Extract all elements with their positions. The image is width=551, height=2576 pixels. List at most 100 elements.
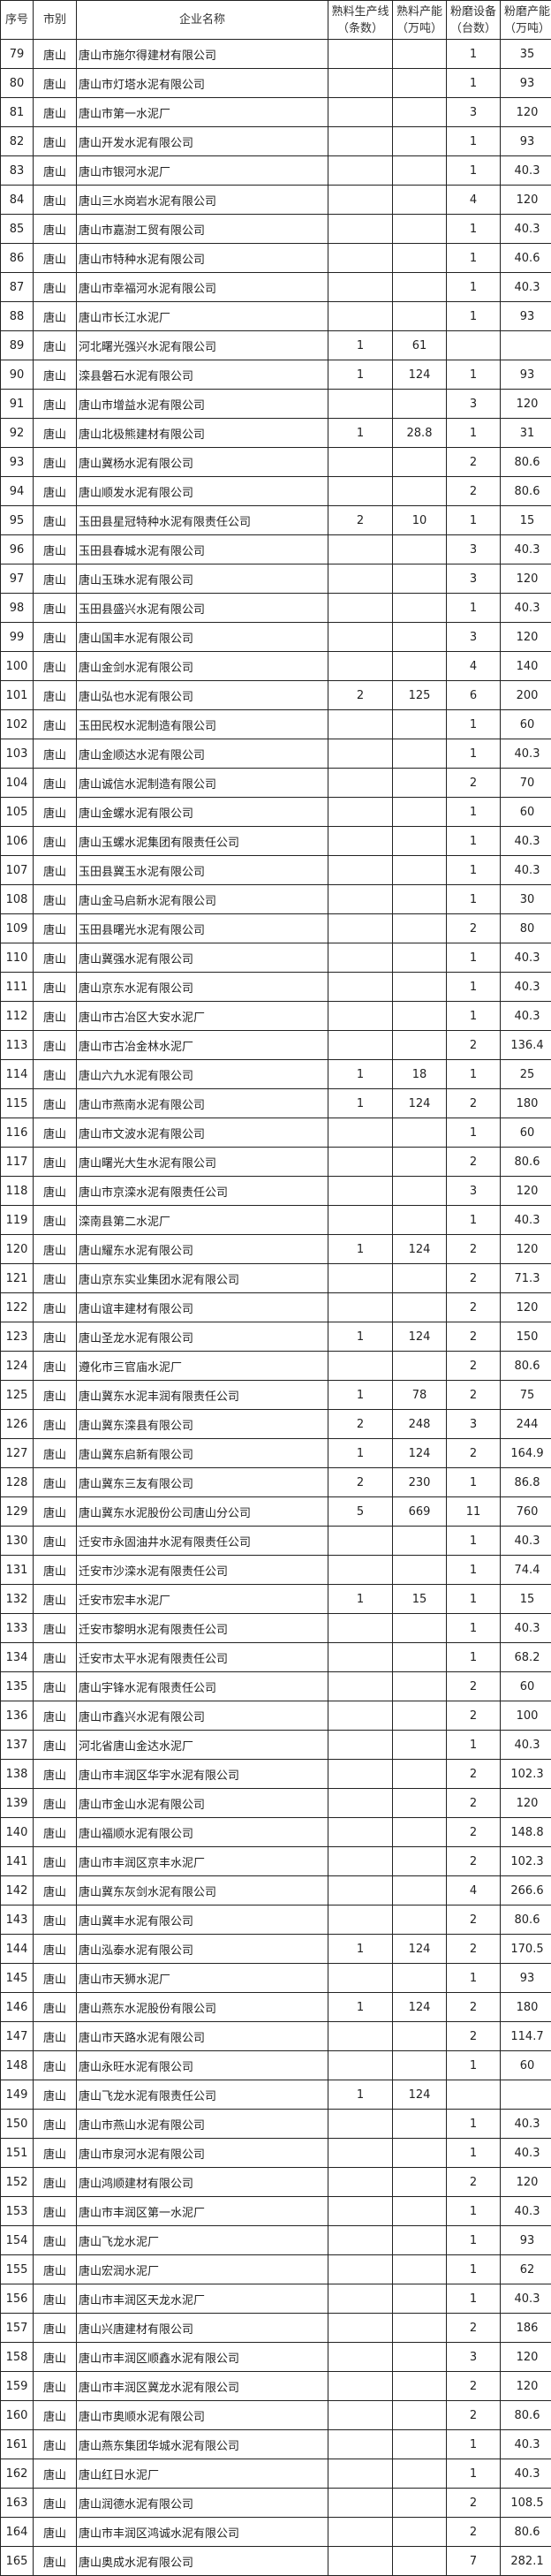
cell-mill-units: 2 [446, 2517, 501, 2547]
cell-mill-capacity: 40.3 [500, 534, 551, 564]
cell-mill-capacity: 170.5 [500, 1934, 551, 1964]
cell-mill-units: 1 [446, 243, 501, 273]
cell-city: 唐山 [33, 913, 77, 943]
cell-clinker-lines: 2 [328, 505, 393, 535]
cell-company: 唐山市灯塔水泥有限公司 [76, 68, 328, 98]
cell-mill-units: 1 [446, 2225, 501, 2255]
cell-mill-units: 1 [446, 1205, 501, 1235]
table-row: 147 唐山 唐山市天路水泥有限公司 2 114.7 [0, 2021, 551, 2051]
cell-clinker-capacity: 15 [392, 1584, 447, 1614]
cell-company: 唐山市银河水泥厂 [76, 155, 328, 186]
cell-clinker-capacity [392, 2342, 447, 2372]
cell-city: 唐山 [33, 2021, 77, 2051]
cell-clinker-lines [328, 1642, 393, 1672]
cell-city: 唐山 [33, 447, 77, 477]
cell-city: 唐山 [33, 1438, 77, 1468]
header-clinker-capacity-unit: （万吨） [396, 21, 442, 35]
cell-mill-units: 3 [446, 1176, 501, 1206]
cell-company: 唐山冀杨水泥有限公司 [76, 447, 328, 477]
cell-mill-capacity: 100 [500, 1701, 551, 1731]
cell-clinker-lines [328, 1205, 393, 1235]
cell-clinker-capacity [392, 593, 447, 623]
cell-city: 唐山 [33, 2429, 77, 2459]
cell-clinker-lines [328, 39, 393, 69]
cell-company: 唐山国丰水泥有限公司 [76, 622, 328, 652]
cell-mill-units: 1 [446, 2284, 501, 2314]
header-clinker-capacity-title: 熟料产能 [396, 4, 442, 19]
cell-city: 唐山 [33, 2225, 77, 2255]
cell-mill-units: 1 [446, 709, 501, 739]
table-row: 103 唐山 唐山金顺达水泥有限公司 1 40.3 [0, 739, 551, 769]
cell-no: 118 [0, 1176, 34, 1206]
cell-company: 唐山耀东水泥有限公司 [76, 1234, 328, 1264]
cell-clinker-capacity [392, 1118, 447, 1148]
cell-city: 唐山 [33, 1759, 77, 1789]
cell-clinker-lines [328, 2196, 393, 2226]
cell-city: 唐山 [33, 2284, 77, 2314]
cell-no: 159 [0, 2371, 34, 2401]
cell-city: 唐山 [33, 2109, 77, 2139]
table-row: 131 唐山 迁安市沙滦水泥有限责任公司 1 74.4 [0, 1555, 551, 1585]
cell-mill-capacity: 40.3 [500, 593, 551, 623]
cell-clinker-capacity: 230 [392, 1467, 447, 1497]
cell-clinker-capacity [392, 1905, 447, 1935]
cell-mill-capacity: 40.3 [500, 2429, 551, 2459]
cell-no: 145 [0, 1963, 34, 1993]
cell-clinker-lines [328, 739, 393, 769]
cell-clinker-lines [328, 1817, 393, 1847]
table-row: 109 唐山 玉田县曙光水泥有限公司 2 80 [0, 913, 551, 943]
cell-mill-capacity: 60 [500, 2050, 551, 2080]
cell-mill-capacity: 40.3 [500, 1730, 551, 1760]
header-no: 序号 [0, 0, 34, 40]
cell-company: 遵化市三官庙水泥厂 [76, 1351, 328, 1381]
cell-no: 154 [0, 2225, 34, 2255]
cell-no: 153 [0, 2196, 34, 2226]
cell-city: 唐山 [33, 2254, 77, 2284]
cell-company: 唐山市特种水泥有限公司 [76, 243, 328, 273]
cell-clinker-lines [328, 564, 393, 594]
table-row: 130 唐山 迁安市永固油井水泥有限责任公司 1 40.3 [0, 1526, 551, 1556]
cell-mill-units: 2 [446, 2488, 501, 2518]
table-row: 82 唐山 唐山开发水泥有限公司 1 93 [0, 126, 551, 156]
cell-company: 唐山市文波水泥有限公司 [76, 1118, 328, 1148]
cell-no: 103 [0, 739, 34, 769]
table-row: 94 唐山 唐山顺发水泥有限公司 2 80.6 [0, 476, 551, 506]
cell-company: 唐山飞龙水泥有限责任公司 [76, 2080, 328, 2110]
cell-city: 唐山 [33, 1351, 77, 1381]
table-row: 92 唐山 唐山北极熊建材有限公司 1 28.8 1 31 [0, 418, 551, 448]
table-row: 106 唐山 唐山玉螺水泥集团有限责任公司 1 40.3 [0, 826, 551, 856]
cell-mill-capacity: 80.6 [500, 2517, 551, 2547]
cell-clinker-capacity [392, 2400, 447, 2430]
cell-mill-capacity: 40.3 [500, 1613, 551, 1643]
cell-city: 唐山 [33, 39, 77, 69]
cell-company: 唐山市幸福河水泥有限公司 [76, 272, 328, 302]
cell-mill-capacity: 40.3 [500, 214, 551, 244]
table-row: 157 唐山 唐山兴唐建材有限公司 2 186 [0, 2313, 551, 2343]
table-row: 117 唐山 唐山曙光大生水泥有限公司 2 80.6 [0, 1147, 551, 1177]
cell-clinker-capacity [392, 2225, 447, 2255]
cell-mill-capacity: 266.6 [500, 1875, 551, 1905]
cell-mill-capacity: 40.6 [500, 243, 551, 273]
cell-city: 唐山 [33, 68, 77, 98]
cell-company: 唐山金螺水泥有限公司 [76, 797, 328, 827]
cell-clinker-lines [328, 2342, 393, 2372]
cell-clinker-capacity [392, 2517, 447, 2547]
cell-company: 唐山红日水泥厂 [76, 2459, 328, 2489]
cell-mill-units: 2 [446, 2371, 501, 2401]
cell-company: 唐山市增益水泥有限公司 [76, 389, 328, 419]
cell-no: 158 [0, 2342, 34, 2372]
cell-mill-units: 2 [446, 2313, 501, 2343]
table-row: 91 唐山 唐山市增益水泥有限公司 3 120 [0, 389, 551, 419]
cell-no: 113 [0, 1030, 34, 1060]
cell-mill-units: 7 [446, 2546, 501, 2576]
cell-mill-units: 1 [446, 126, 501, 156]
cell-company: 唐山冀东水泥股份公司唐山分公司 [76, 1496, 328, 1527]
cell-mill-capacity: 148.8 [500, 1817, 551, 1847]
cell-company: 唐山冀东灰剑水泥有限公司 [76, 1875, 328, 1905]
cell-clinker-lines: 1 [328, 1234, 393, 1264]
cell-city: 唐山 [33, 2138, 77, 2168]
cell-clinker-lines: 1 [328, 330, 393, 360]
cell-no: 122 [0, 1292, 34, 1322]
cell-no: 98 [0, 593, 34, 623]
table-row: 152 唐山 唐山鸿顺建材有限公司 2 120 [0, 2167, 551, 2197]
